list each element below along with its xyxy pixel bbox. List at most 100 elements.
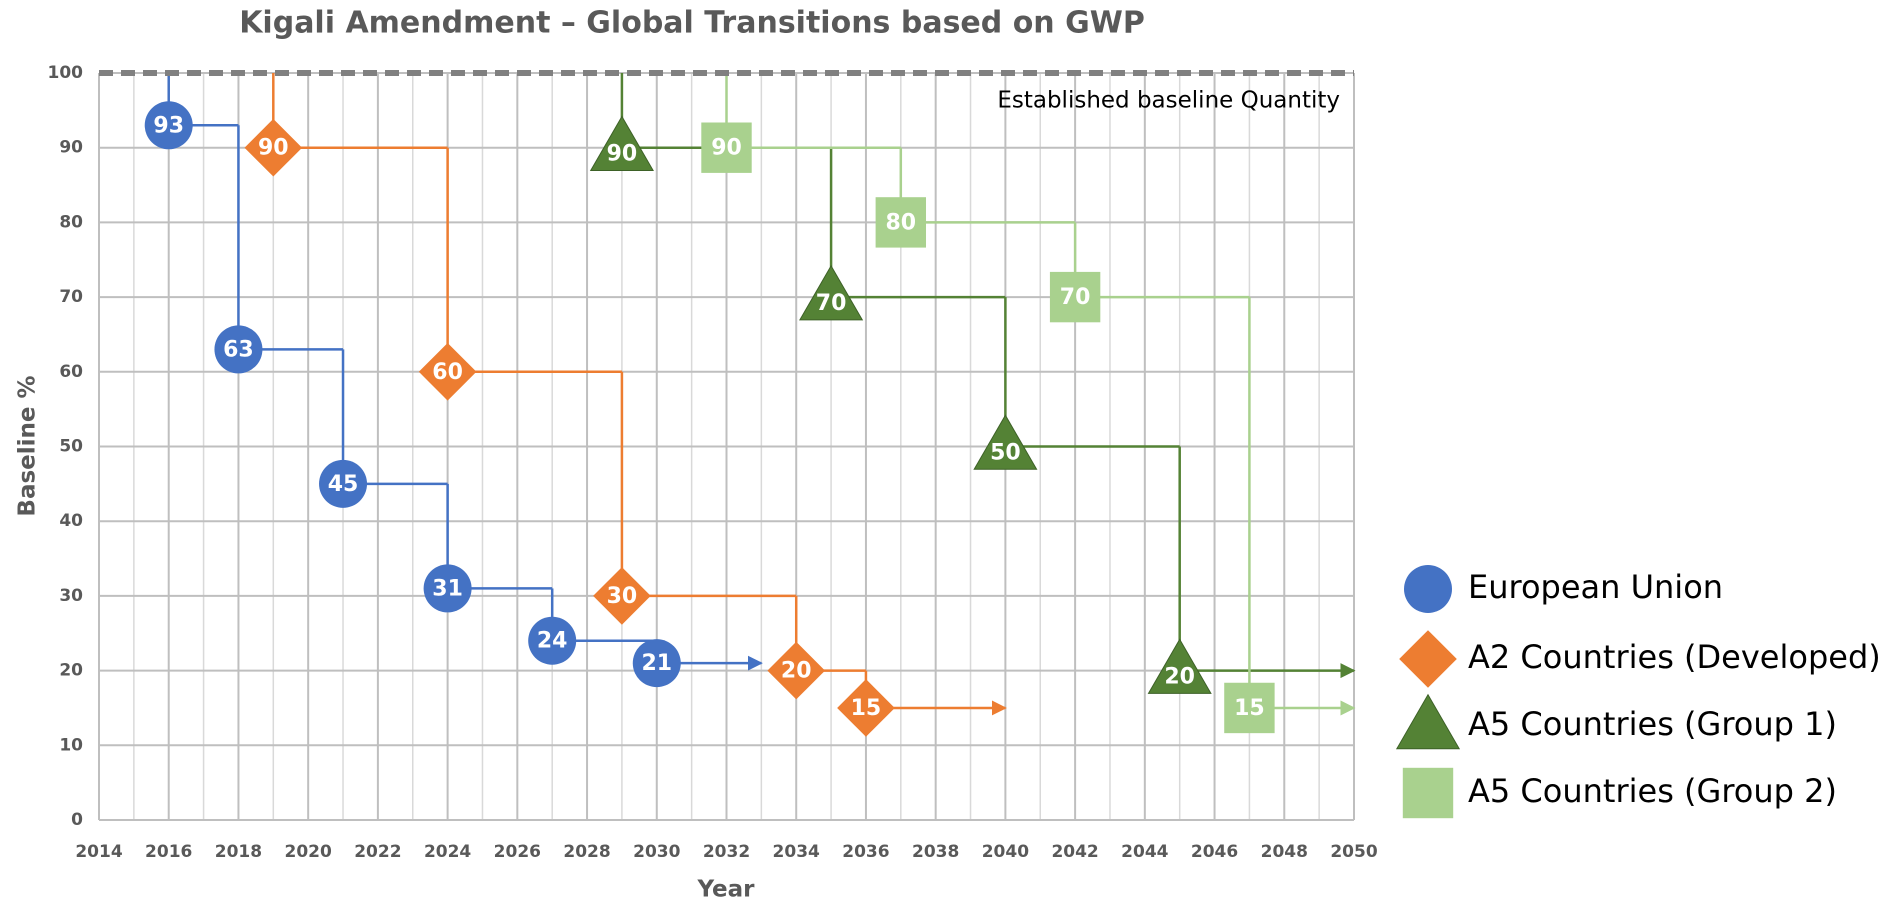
- data-point: 15: [837, 679, 895, 737]
- x-axis-title: Year: [696, 877, 755, 903]
- x-tick-label: 2046: [1191, 842, 1238, 862]
- data-label: 80: [885, 210, 916, 235]
- data-label: 90: [258, 136, 289, 161]
- data-point: 21: [632, 639, 681, 688]
- data-label: 60: [432, 360, 463, 385]
- marker-square: [1224, 682, 1275, 734]
- marker-triangle: [973, 414, 1038, 470]
- marker-diamond: [244, 118, 303, 177]
- x-tick-label: 2036: [842, 842, 889, 862]
- data-label: 20: [1164, 665, 1195, 690]
- y-tick-label: 30: [59, 586, 83, 606]
- y-tick-label: 100: [48, 63, 84, 83]
- y-tick-label: 50: [59, 437, 83, 457]
- marker-diamond: [1399, 630, 1457, 688]
- marker-circle: [319, 459, 368, 508]
- x-tick-label: 2026: [494, 842, 541, 862]
- y-tick-label: 80: [59, 212, 83, 232]
- data-point: 31: [423, 564, 472, 613]
- data-label: 24: [537, 629, 568, 654]
- y-tick-label: 20: [59, 661, 83, 681]
- x-tick-label: 2022: [354, 842, 401, 862]
- legend-label: A5 Countries (Group 1): [1468, 705, 1837, 743]
- data-point: 20: [1147, 638, 1212, 694]
- data-label: 90: [607, 142, 638, 167]
- baseline-label: Established baseline Quantity: [997, 88, 1340, 114]
- x-tick-label: 2038: [912, 842, 959, 862]
- data-label: 20: [781, 659, 812, 684]
- marker-circle: [1404, 565, 1452, 613]
- x-tick-label: 2034: [773, 842, 820, 862]
- data-label: 70: [816, 291, 847, 316]
- data-label: 15: [851, 696, 882, 721]
- y-axis-title: Baseline %: [15, 375, 41, 516]
- marker-diamond: [418, 343, 477, 401]
- x-tick-label: 2018: [215, 842, 262, 862]
- x-tick-label: 2028: [563, 842, 610, 862]
- data-point: 70: [1049, 271, 1101, 323]
- data-point: 90: [589, 115, 654, 171]
- marker-square: [875, 197, 927, 248]
- y-tick-label: 70: [59, 287, 83, 307]
- y-tick-label: 0: [71, 810, 83, 830]
- legend-label: A5 Countries (Group 2): [1468, 772, 1837, 810]
- marker-square: [1402, 767, 1454, 819]
- data-point: 45: [319, 459, 368, 508]
- marker-triangle: [799, 264, 864, 321]
- data-point: 30: [593, 567, 651, 625]
- data-label: 93: [153, 113, 184, 138]
- y-tick-label: 10: [59, 735, 83, 755]
- marker-square: [701, 122, 752, 173]
- marker-circle: [423, 564, 472, 613]
- data-point: 80: [875, 197, 927, 248]
- marker-diamond: [593, 567, 651, 625]
- y-tick-label: 60: [59, 362, 83, 382]
- data-point: 90: [244, 118, 303, 177]
- data-label: 63: [223, 337, 254, 362]
- x-tick-label: 2024: [424, 842, 471, 862]
- marker-triangle: [589, 115, 654, 171]
- x-tick-label: 2050: [1330, 842, 1377, 862]
- data-point: 60: [418, 343, 477, 401]
- marker-triangle: [1147, 638, 1212, 694]
- data-point: 93: [144, 101, 193, 150]
- x-tick-label: 2020: [285, 842, 332, 862]
- x-tick-label: 2040: [982, 842, 1029, 862]
- data-point: 20: [767, 641, 826, 700]
- marker-square: [1049, 271, 1101, 323]
- x-tick-label: 2030: [633, 842, 680, 862]
- marker-circle: [528, 616, 577, 665]
- data-label: 30: [607, 584, 638, 609]
- data-point: 70: [799, 264, 864, 321]
- x-tick-label: 2032: [703, 842, 750, 862]
- data-label: 15: [1234, 696, 1265, 721]
- x-tick-label: 2044: [1121, 842, 1168, 862]
- marker-triangle: [1395, 693, 1461, 750]
- x-tick-label: 2014: [75, 842, 122, 862]
- data-point: 63: [214, 325, 263, 374]
- data-point: 15: [1224, 682, 1275, 734]
- chart-title: Kigali Amendment – Global Transitions ba…: [239, 6, 1145, 41]
- marker-circle: [144, 101, 193, 150]
- marker-circle: [632, 639, 681, 688]
- data-label: 31: [432, 576, 463, 601]
- data-point: 24: [528, 616, 577, 665]
- data-label: 45: [328, 472, 359, 497]
- legend-label: European Union: [1468, 568, 1723, 606]
- data-point: 90: [701, 122, 752, 173]
- x-tick-label: 2042: [1051, 842, 1098, 862]
- data-label: 21: [641, 651, 672, 676]
- x-tick-label: 2048: [1261, 842, 1308, 862]
- legend-label: A2 Countries (Developed): [1468, 638, 1881, 676]
- x-tick-label: 2016: [145, 842, 192, 862]
- marker-diamond: [767, 641, 826, 700]
- data-label: 50: [990, 441, 1021, 466]
- data-label: 70: [1060, 285, 1091, 310]
- y-tick-label: 40: [59, 511, 83, 531]
- y-tick-label: 90: [59, 138, 83, 158]
- marker-circle: [214, 325, 263, 374]
- data-point: 50: [973, 414, 1038, 470]
- marker-diamond: [837, 679, 895, 737]
- data-label: 90: [711, 136, 742, 161]
